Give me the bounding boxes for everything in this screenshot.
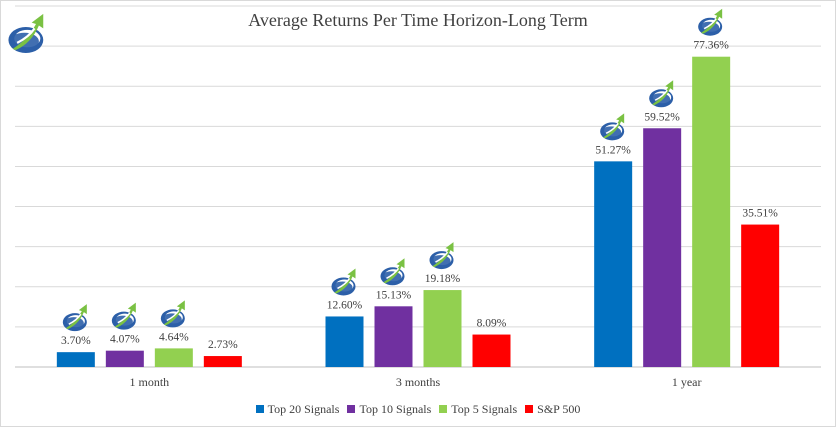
data-label: 4.07% — [110, 334, 140, 346]
chart-legend: Top 20 Signals Top 10 Signals Top 5 Signal… — [0, 402, 836, 417]
x-tick-label: 3 months — [396, 375, 441, 389]
bar-s-p-500-3-months — [472, 334, 511, 367]
x-tick-label: 1 month — [129, 375, 169, 389]
legend-label: Top 10 Signals — [359, 402, 432, 416]
chart-title: Average Returns Per Time Horizon-Long Te… — [248, 10, 588, 30]
logo-icon — [649, 80, 674, 108]
logo-icon — [62, 304, 87, 332]
bar-top-20-signals-1-year — [594, 161, 633, 367]
data-label: 15.13% — [376, 289, 412, 301]
logo-icon — [111, 302, 136, 330]
bar-top-20-signals-1-month — [56, 352, 95, 367]
data-label: 19.18% — [425, 273, 461, 285]
x-tick-label: 1 year — [672, 375, 702, 389]
legend-swatch — [439, 405, 448, 413]
legend-item: Top 10 Signals — [347, 402, 431, 417]
legend-item: Top 5 Signals — [439, 402, 517, 417]
bar-s-p-500-1-year — [741, 224, 780, 367]
logo-icon — [160, 300, 185, 328]
bar-top-5-signals-1-year — [692, 56, 731, 368]
legend-swatch — [525, 405, 534, 413]
brand-logo-icon — [8, 13, 44, 54]
legend-swatch — [255, 405, 264, 413]
bar-top-5-signals-3-months — [423, 290, 462, 367]
bar-top-10-signals-3-months — [374, 306, 413, 367]
data-label: 8.09% — [477, 318, 507, 330]
data-label: 4.64% — [159, 331, 189, 343]
logo-icon — [429, 242, 454, 270]
legend-item: Top 20 Signals — [255, 402, 340, 417]
data-label: 12.60% — [327, 299, 363, 311]
data-label: 59.52% — [644, 111, 680, 123]
logo-icon — [331, 268, 356, 296]
logo-icon — [600, 113, 625, 141]
bar-top-10-signals-1-year — [643, 128, 682, 367]
legend-swatch — [347, 405, 356, 413]
bar-top-5-signals-1-month — [154, 348, 193, 367]
legend-label: Top 5 Signals — [451, 402, 518, 416]
bar-top-20-signals-3-months — [325, 316, 364, 367]
data-label: 77.36% — [693, 40, 729, 52]
data-label: 35.51% — [742, 208, 778, 220]
logo-icon — [698, 8, 723, 36]
legend-item: S&P 500 — [525, 402, 580, 417]
data-label: 2.73% — [208, 339, 238, 351]
legend-label: Top 20 Signals — [267, 402, 340, 416]
bar-top-10-signals-1-month — [105, 350, 144, 367]
legend-label: S&P 500 — [537, 402, 581, 416]
data-label: 51.27% — [595, 144, 631, 156]
bar-s-p-500-1-month — [203, 356, 242, 367]
logo-icon — [380, 258, 405, 286]
data-label: 3.70% — [61, 335, 91, 347]
